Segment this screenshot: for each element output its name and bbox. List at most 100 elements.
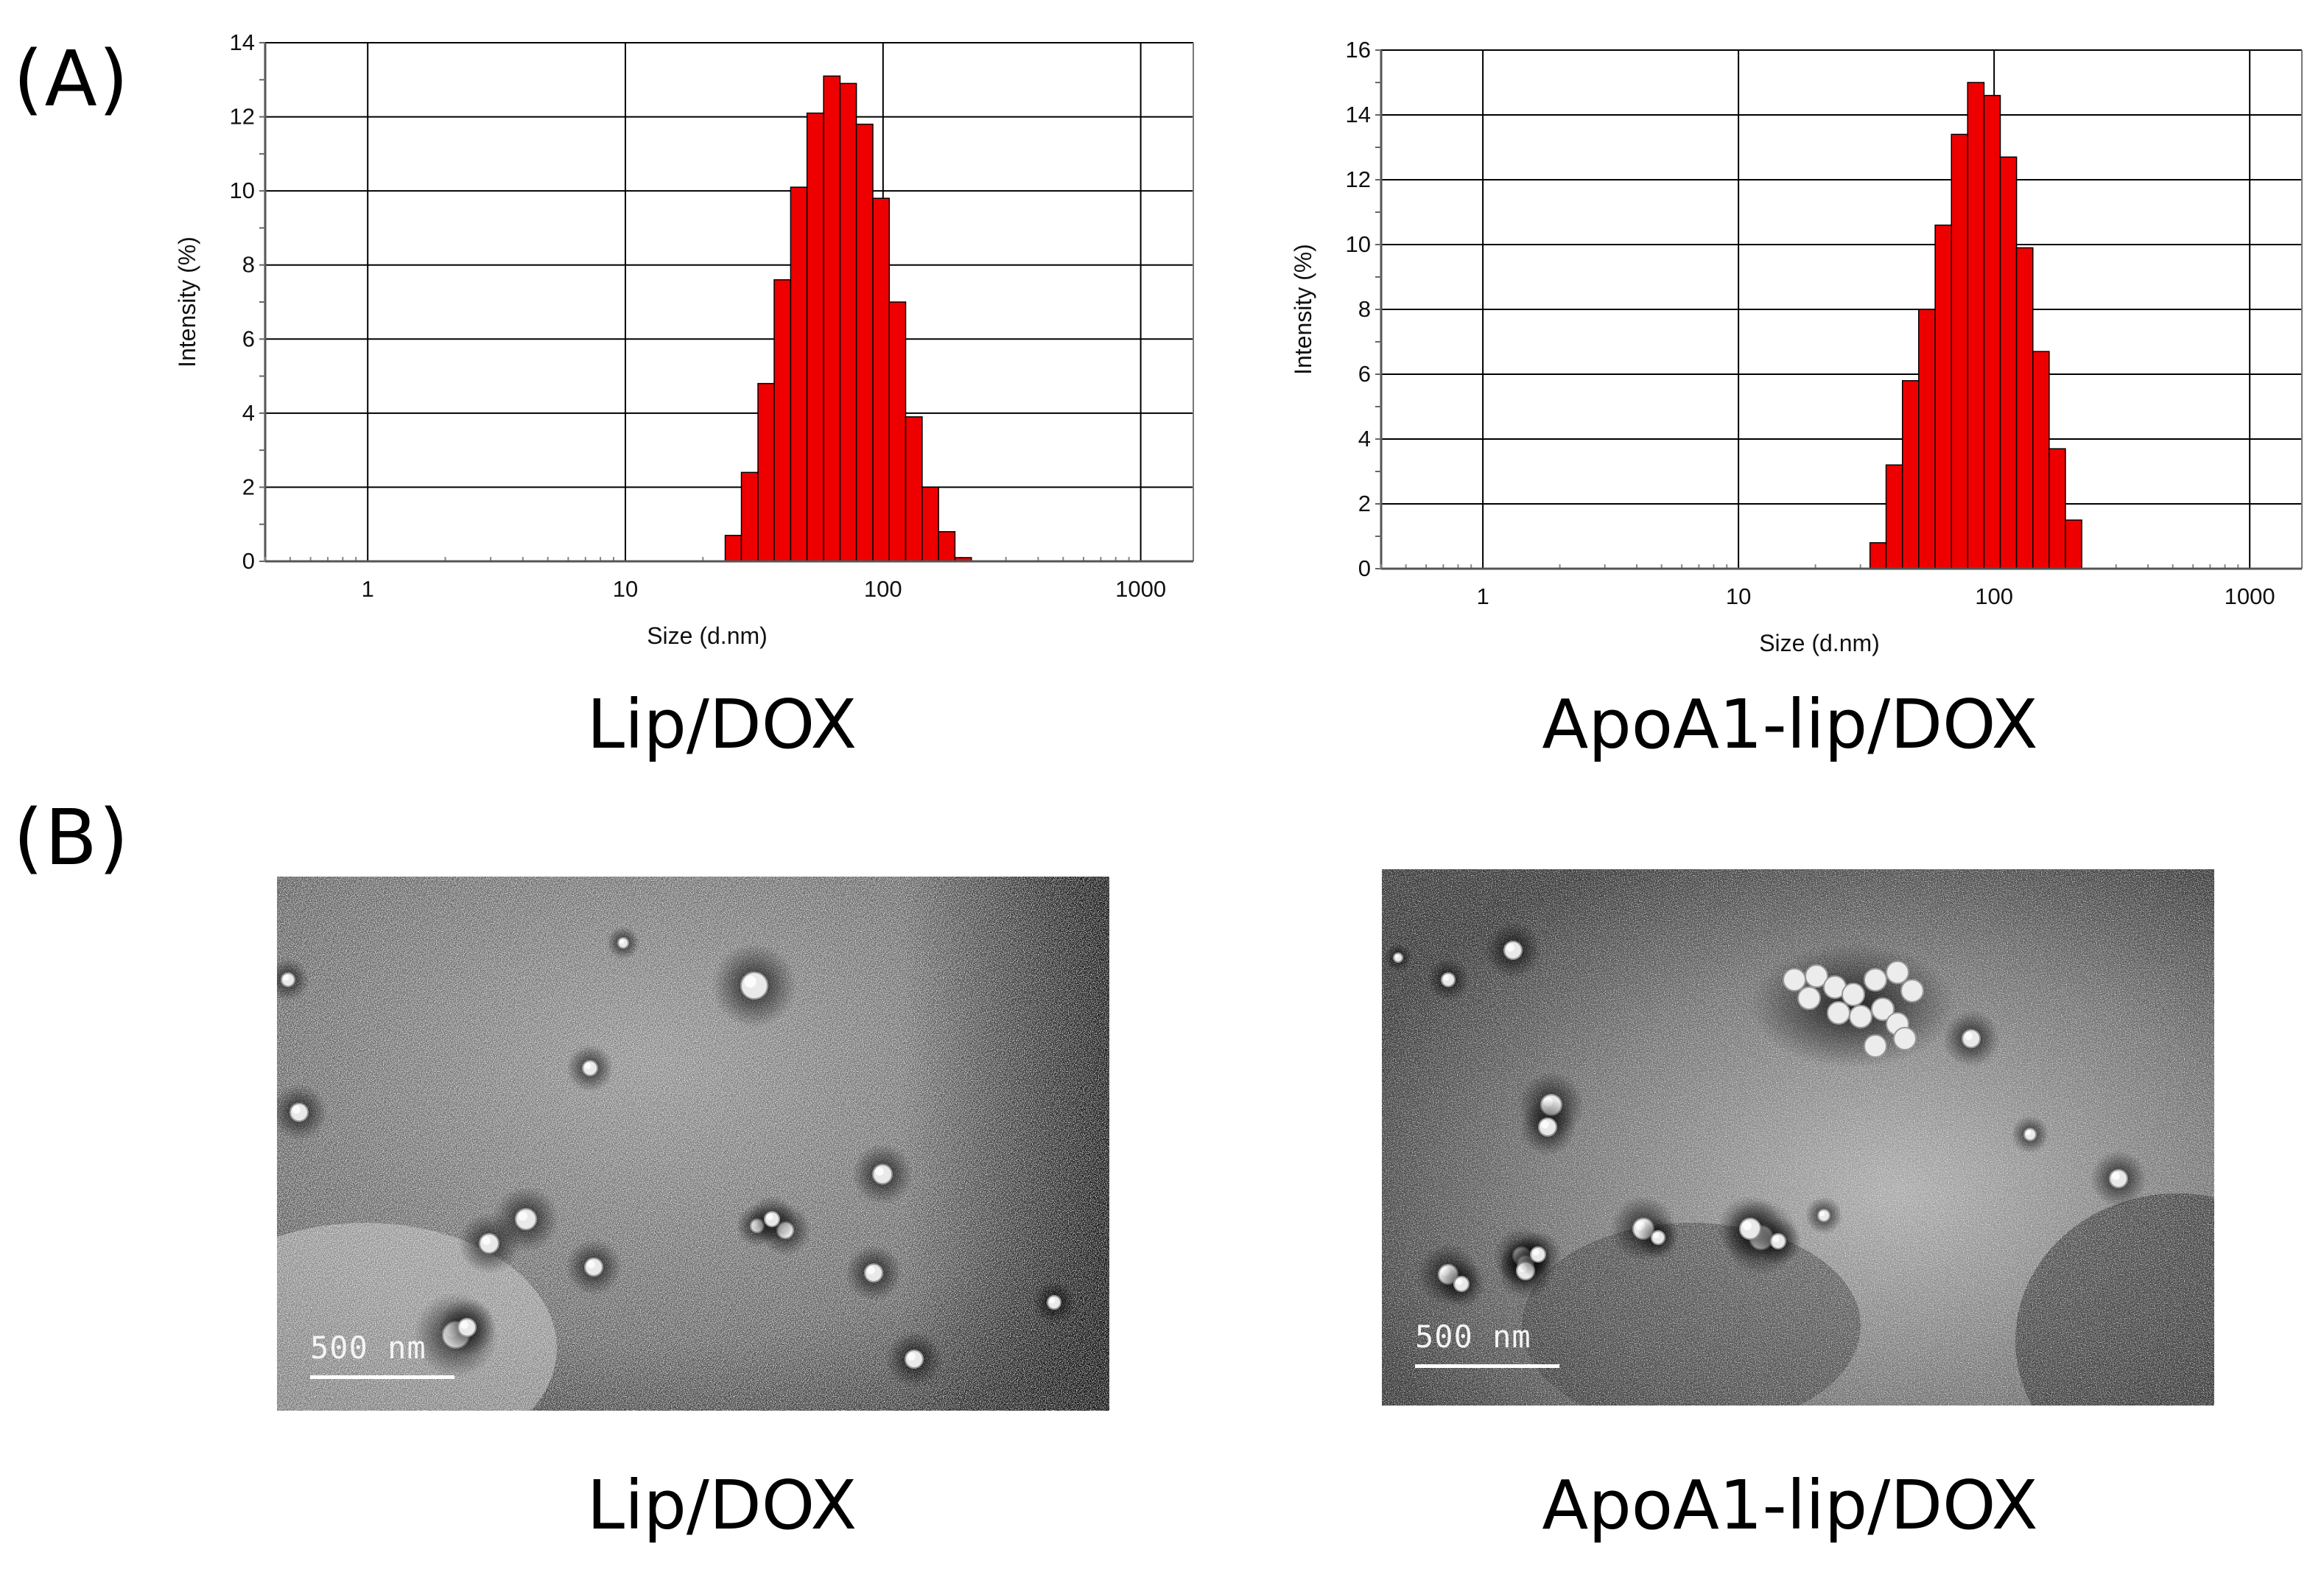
x-tick-label: 1000 (1115, 576, 1166, 602)
particle-highlight (482, 1236, 491, 1245)
histogram-bar (823, 75, 841, 562)
particle-highlight (292, 1106, 301, 1114)
aggregate-particle (1893, 1027, 1917, 1050)
histogram-bar (790, 186, 808, 562)
y-tick-label: 10 (230, 178, 255, 203)
histogram-bar (1999, 156, 2018, 569)
aggregate-particle (1864, 968, 1887, 992)
particle-highlight (908, 1352, 916, 1361)
histogram-bar (757, 382, 775, 562)
histogram-bar (1951, 133, 1968, 569)
panel-label-a: (A) (13, 34, 130, 124)
histogram-bar (724, 535, 743, 562)
histogram-bar (888, 301, 907, 562)
scalebar: 500 nm (310, 1330, 457, 1379)
y-tick-label: 4 (1358, 426, 1371, 452)
histogram-bar (872, 197, 890, 562)
particle-highlight (283, 975, 289, 981)
particle-highlight (619, 938, 625, 944)
aggregate-particle (1842, 983, 1865, 1006)
histogram-bar (806, 112, 824, 562)
histogram-bar (2032, 351, 2050, 569)
histogram-bar (1967, 82, 1985, 569)
x-tick-label: 1 (362, 576, 374, 602)
histogram-bar (921, 486, 939, 562)
aggregate-particle (1886, 961, 1909, 984)
caption-tem-apoa1-lip-dox: ApoA1-lip/DOX (1542, 1466, 2038, 1545)
y-tick-label: 12 (230, 104, 255, 130)
aggregate-particle (1900, 979, 1924, 1003)
y-tick-label: 6 (1358, 361, 1371, 387)
caption-tem-lip-dox: Lip/DOX (586, 1466, 857, 1545)
y-tick-label: 12 (1346, 166, 1371, 192)
histogram-bar (905, 416, 923, 562)
histogram-bar (2015, 247, 2034, 569)
y-tick-label: 6 (242, 326, 255, 351)
scalebar: 500 nm (1415, 1319, 1562, 1368)
histogram-bar (740, 471, 759, 562)
histogram-bar (1885, 464, 1903, 569)
aggregate-particle (1805, 964, 1828, 988)
scalebar-label: 500 nm (310, 1330, 426, 1366)
x-tick-label: 1000 (2225, 583, 2275, 609)
particle-highlight (1394, 954, 1399, 958)
histogram-bar (855, 123, 874, 562)
y-tick-label: 2 (242, 474, 255, 499)
particle-highlight (766, 1213, 773, 1221)
histogram-bar (938, 531, 956, 562)
particle-highlight (1653, 1232, 1660, 1239)
scalebar-line (310, 1375, 454, 1379)
dls-chart-apoa1-lip-dox: 0 2 4 6 8 10 12 14 16 1 10 100 1000 Size (d.nm) Intens… (1290, 37, 2303, 656)
particle-highlight (2112, 1172, 2120, 1180)
histogram-bar (1918, 309, 1936, 569)
histogram-bar (2049, 448, 2066, 569)
aggregate-particle (1827, 1001, 1850, 1025)
x-tick-label: 100 (864, 576, 902, 602)
scalebar-label: 500 nm (1415, 1319, 1531, 1355)
dls-chart-lip-dox: 0 2 4 6 8 10 12 14 1 10 100 1000 Size (d.nm) Intensit… (174, 29, 1194, 649)
tem-image-apoa1-lip-dox: 500 nm (1382, 869, 2214, 1406)
particle-highlight (518, 1211, 528, 1221)
particle-highlight (867, 1266, 875, 1274)
particle-highlight (744, 975, 756, 988)
y-tick-label: 14 (1346, 102, 1371, 127)
aggregate-particle (1797, 986, 1821, 1010)
tem-image-lip-dox: 500 nm (277, 877, 1109, 1411)
particle-highlight (1742, 1221, 1752, 1231)
x-tick-label: 100 (1975, 583, 2013, 609)
particle-highlight (587, 1260, 595, 1269)
histogram-bar (839, 83, 857, 562)
particle-highlight (1506, 944, 1514, 952)
y-tick-label: 4 (242, 400, 255, 426)
y-axis-title: Intensity (%) (1290, 244, 1316, 375)
y-tick-label: 14 (230, 29, 255, 55)
x-tick-label: 10 (1726, 583, 1751, 609)
particle-highlight (1049, 1297, 1056, 1304)
particle-highlight (460, 1321, 468, 1329)
particle-highlight (2026, 1130, 2032, 1136)
y-tick-label: 2 (1358, 491, 1371, 516)
y-tick-label: 0 (1358, 555, 1371, 581)
aggregate-particle (1783, 968, 1806, 992)
aggregate-particle (1864, 1034, 1887, 1058)
y-tick-label: 8 (242, 252, 255, 278)
particle-highlight (1819, 1211, 1825, 1217)
x-axis-title: Size (d.nm) (1759, 630, 1880, 656)
y-tick-label: 0 (242, 548, 255, 574)
particle-highlight (1772, 1235, 1780, 1243)
particle-highlight (1532, 1249, 1540, 1256)
y-tick-label: 8 (1358, 296, 1371, 322)
panel-label-b: (B) (13, 793, 130, 883)
y-tick-label: 10 (1346, 231, 1371, 257)
particle-highlight (1443, 975, 1450, 981)
caption-dls-lip-dox: Lip/DOX (586, 685, 857, 764)
particle-highlight (1456, 1278, 1463, 1285)
scalebar-line (1415, 1364, 1559, 1368)
caption-dls-apoa1-lip-dox: ApoA1-lip/DOX (1542, 685, 2038, 764)
aggregate-particle (1849, 1005, 1872, 1028)
y-axis-title: Intensity (%) (174, 236, 200, 368)
aggregate-particle (1871, 997, 1895, 1021)
x-axis-title: Size (d.nm) (647, 622, 768, 649)
x-tick-label: 1 (1476, 583, 1489, 609)
particle-highlight (584, 1062, 591, 1070)
